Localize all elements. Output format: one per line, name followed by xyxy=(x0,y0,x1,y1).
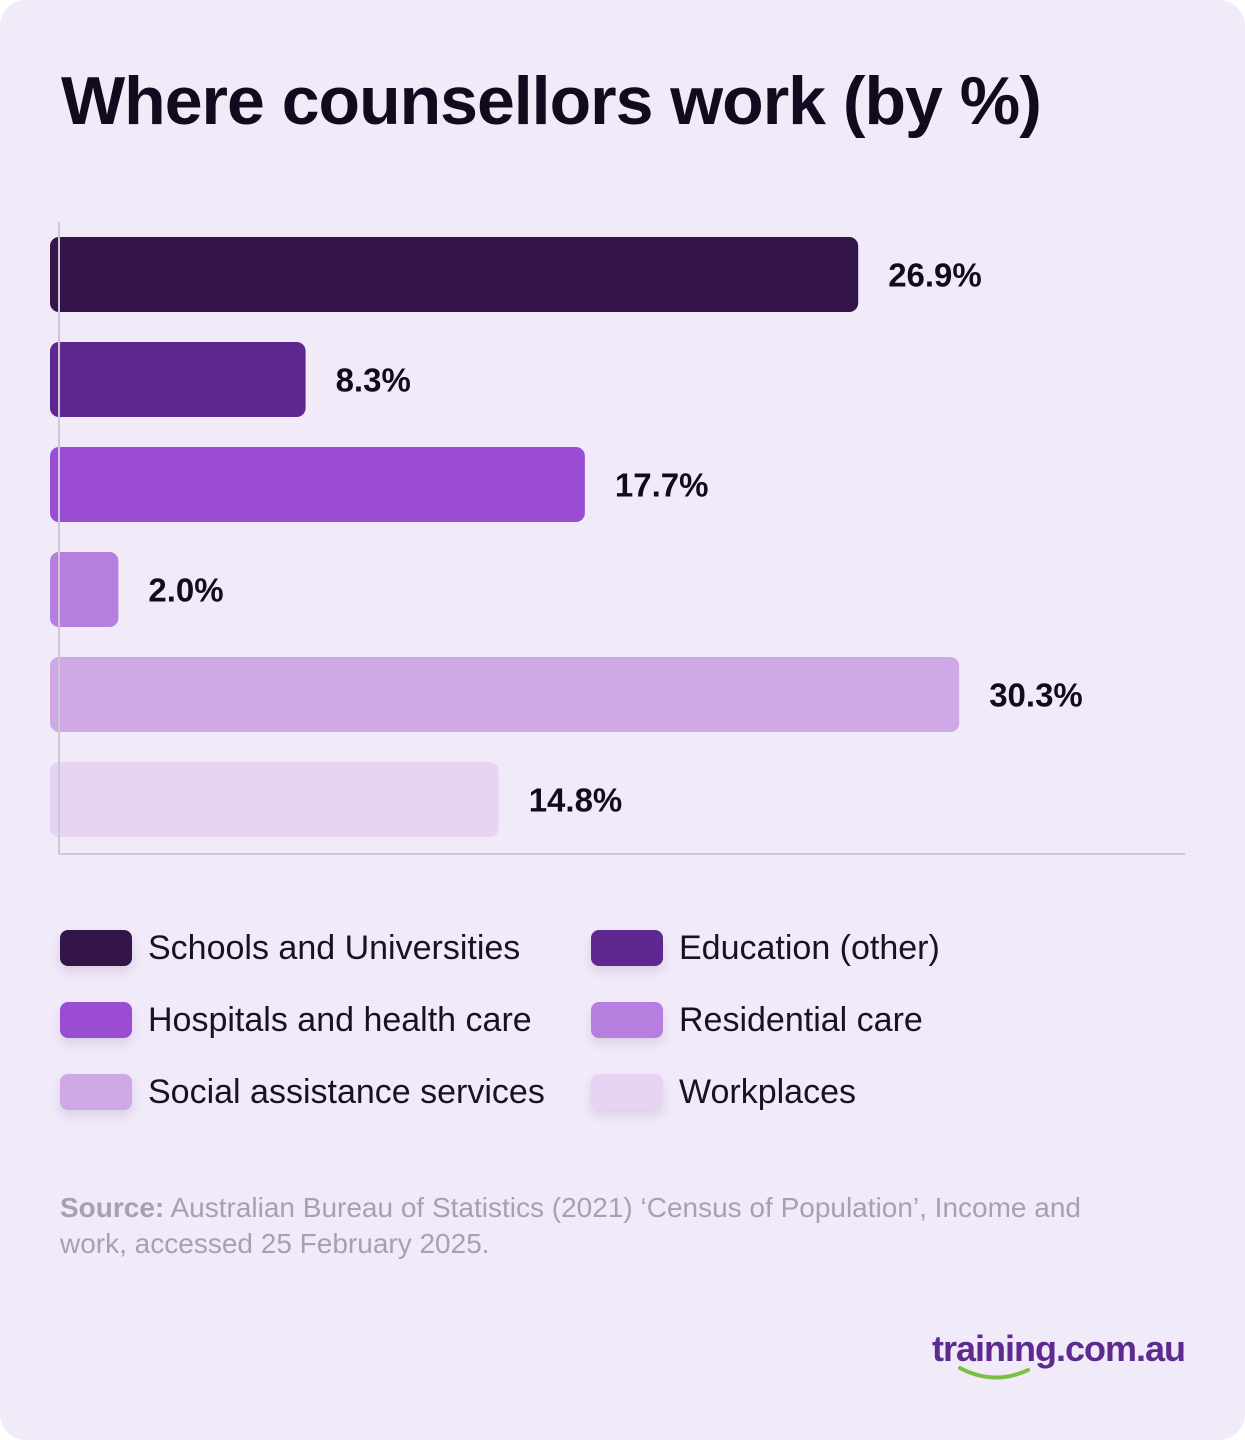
source-text: Australian Bureau of Statistics (2021) ‘… xyxy=(60,1192,1081,1259)
bar-social-assistance-services xyxy=(50,657,960,732)
legend-swatch xyxy=(591,930,663,966)
source-note: Source: Australian Bureau of Statistics … xyxy=(60,1190,1140,1262)
legend-swatch xyxy=(60,930,132,966)
legend-label: Hospitals and health care xyxy=(148,1000,532,1039)
legend-item: Hospitals and health care xyxy=(60,1000,532,1040)
data-label-social-assistance-services: 30.3% xyxy=(989,677,1083,714)
data-label-hospitals-and-health-care: 17.7% xyxy=(615,467,709,504)
brand-name: training.com.au xyxy=(931,1328,1186,1369)
smile-icon xyxy=(957,1366,1030,1380)
legend-item: Social assistance services xyxy=(60,1072,545,1112)
legend-swatch xyxy=(591,1074,663,1110)
bar-chart: 26.9% 8.3% 17.7% 2.0% 30.3% 14.8% xyxy=(50,222,1185,855)
bar-workplaces xyxy=(50,762,499,837)
legend-item: Education (other) xyxy=(591,928,940,968)
legend-label: Education (other) xyxy=(679,928,940,967)
legend-swatch xyxy=(60,1002,132,1038)
data-label-workplaces: 14.8% xyxy=(529,782,623,819)
legend-label: Residential care xyxy=(679,1000,923,1039)
data-label-residential-care: 2.0% xyxy=(148,572,223,609)
bars-layer: 26.9% 8.3% 17.7% 2.0% 30.3% 14.8% xyxy=(50,237,1083,837)
legend-swatch xyxy=(591,1002,663,1038)
bar-education-other xyxy=(50,342,306,417)
bar-residential-care xyxy=(50,552,119,627)
data-label-education-other: 8.3% xyxy=(336,362,411,399)
bar-hospitals-and-health-care xyxy=(50,447,585,522)
legend-item: Workplaces xyxy=(591,1072,856,1112)
legend-label: Workplaces xyxy=(679,1072,856,1111)
legend-item: Schools and Universities xyxy=(60,928,520,968)
legend-item: Residential care xyxy=(591,1000,923,1040)
source-lead: Source: xyxy=(60,1192,165,1223)
bar-schools-and-universities xyxy=(50,237,859,312)
data-label-schools-and-universities: 26.9% xyxy=(888,257,982,294)
legend-label: Social assistance services xyxy=(148,1072,545,1111)
legend-swatch xyxy=(60,1074,132,1110)
brand-logo: training.com.au xyxy=(931,1328,1186,1380)
chart-title: Where counsellors work (by %) xyxy=(61,63,1042,139)
legend-label: Schools and Universities xyxy=(148,928,521,967)
